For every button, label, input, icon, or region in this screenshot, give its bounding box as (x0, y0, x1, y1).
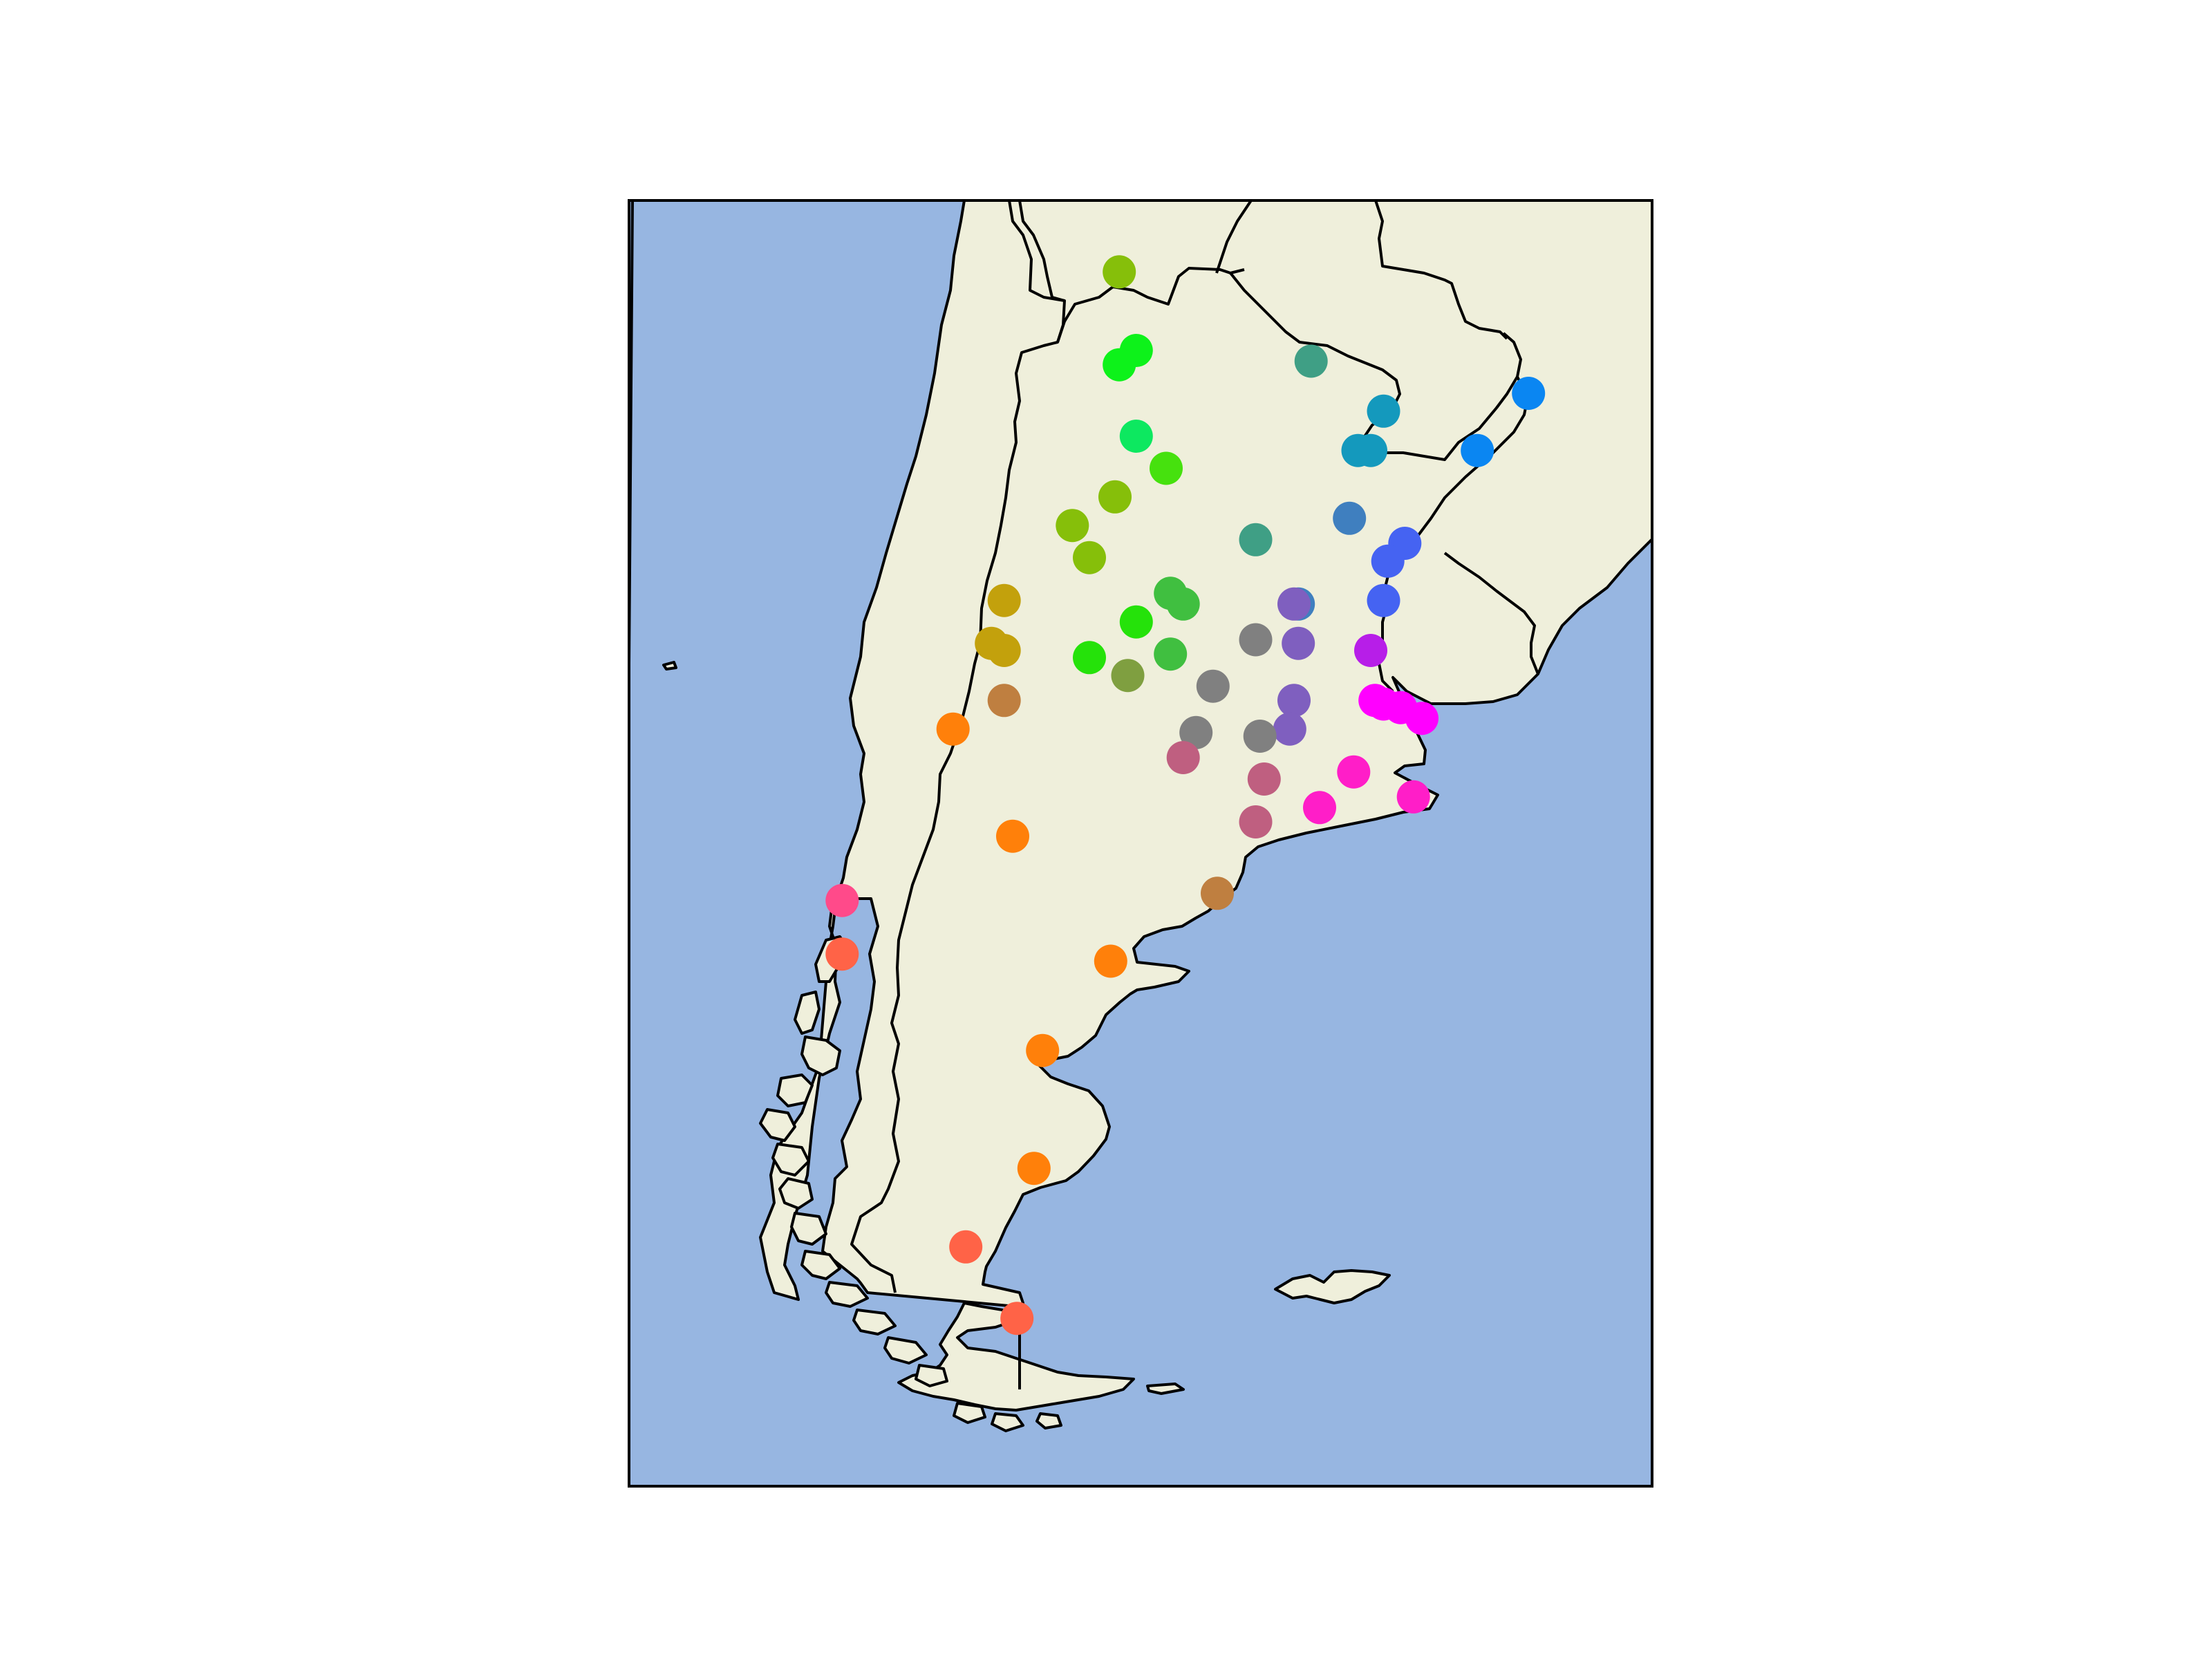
station-marker-56 (1026, 1033, 1060, 1067)
border-bolivia-north (1008, 200, 1065, 302)
station-marker-7 (1098, 480, 1132, 514)
station-marker-11 (1367, 394, 1400, 428)
station-marker-48 (1303, 791, 1336, 825)
station-marker-6 (1150, 451, 1183, 485)
station-marker-5 (1119, 420, 1153, 453)
station-marker-4 (1294, 344, 1328, 378)
station-marker-41 (1405, 702, 1438, 735)
station-marker-45 (1166, 741, 1200, 774)
station-marker-13 (1341, 433, 1375, 467)
station-marker-29 (1239, 623, 1273, 657)
border-argentina-bolivia (1056, 267, 1245, 343)
station-marker-50 (1239, 805, 1273, 838)
border-bolivia-paraguay (1215, 200, 1253, 274)
station-marker-42 (936, 712, 970, 746)
station-marker-26 (1154, 637, 1188, 671)
station-marker-52 (1201, 877, 1234, 910)
offshore-islet (662, 661, 677, 671)
station-marker-37 (1273, 712, 1306, 746)
station-marker-14 (1461, 433, 1494, 467)
map-frame (628, 199, 1653, 1488)
station-marker-59 (1000, 1302, 1034, 1335)
station-marker-53 (825, 883, 859, 917)
station-marker-47 (1337, 755, 1371, 789)
station-marker-35 (1196, 669, 1230, 703)
station-marker-49 (1396, 780, 1430, 814)
station-marker-51 (996, 819, 1029, 853)
station-marker-58 (949, 1230, 983, 1264)
border-paraguay-brazil (1374, 200, 1508, 340)
station-marker-1 (1103, 255, 1136, 289)
station-marker-46 (1247, 762, 1281, 796)
station-marker-34 (987, 684, 1021, 718)
station-marker-28 (1111, 659, 1145, 693)
station-marker-22 (987, 634, 1021, 667)
station-marker-23 (1119, 605, 1153, 639)
station-marker-10 (1239, 523, 1273, 556)
station-marker-31 (1277, 587, 1311, 621)
station-marker-33 (1354, 634, 1387, 667)
station-marker-57 (1017, 1152, 1051, 1185)
station-marker-25 (1166, 587, 1200, 621)
station-marker-9 (1073, 541, 1106, 574)
station-marker-19 (1367, 583, 1400, 617)
station-marker-27 (1073, 641, 1106, 675)
station-marker-3 (1103, 348, 1136, 382)
station-marker-44 (1243, 720, 1277, 753)
station-marker-8 (1056, 509, 1089, 543)
falkland-islands (1274, 1269, 1391, 1304)
border-uruguay-brazil (1443, 552, 1539, 675)
station-marker-32 (1282, 626, 1315, 660)
station-marker-54 (825, 937, 859, 971)
station-marker-20 (987, 583, 1021, 617)
station-marker-18 (1371, 544, 1405, 578)
station-marker-36 (1277, 684, 1311, 718)
station-marker-16 (1333, 501, 1367, 535)
station-markers (825, 255, 1546, 1335)
station-marker-55 (1094, 944, 1127, 978)
station-marker-15 (1512, 377, 1546, 410)
station-marker-43 (1179, 715, 1213, 749)
